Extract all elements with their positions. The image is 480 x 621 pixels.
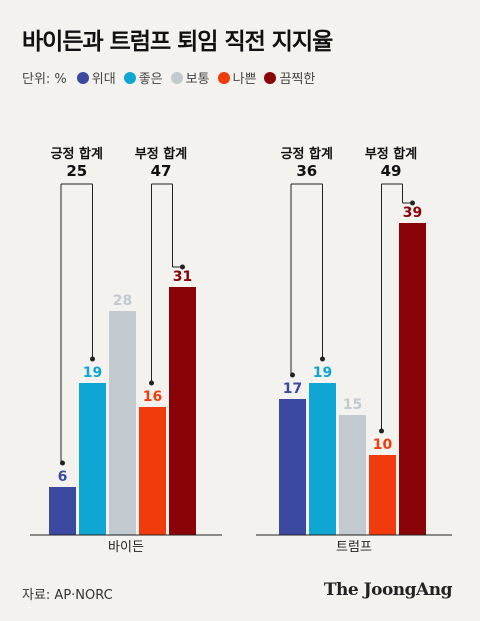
positive-sum-label: 긍정 합계 [51,146,103,162]
bar-위대 [279,399,306,535]
legend-swatch [217,71,230,84]
legend-swatch [264,71,277,84]
bracket-dot [60,460,65,466]
legend: 단위: % 위대 좋은 보통 나쁜 끔찍한 [22,68,323,87]
bracket-dot [290,372,295,378]
value-label: 28 [113,293,132,309]
brand-logo: The JoongAng [323,580,453,600]
group-label: 트럼프 [336,540,372,555]
legend-item: 좋은 [123,68,163,87]
bracket-dot [379,428,384,434]
bar-보통 [109,311,136,535]
legend-label: 보통 [185,72,210,87]
value-label: 15 [343,397,362,413]
value-label: 10 [373,437,393,453]
bar-위대 [49,487,76,535]
chart-title: 바이든과 트럼프 퇴임 직전 지지율 [22,29,333,55]
legend-swatch [170,71,183,84]
legend-label: 끔찍한 [279,72,316,87]
negative-sum-label: 부정 합계 [135,146,187,162]
value-label: 39 [403,205,422,221]
bar-나쁜 [369,455,396,535]
negative-sum-label: 부정 합계 [365,146,417,162]
bar-좋은 [79,383,106,535]
negative-sum-total: 49 [381,162,402,180]
value-label: 17 [283,381,302,397]
value-label: 19 [313,365,332,381]
bar-좋은 [309,383,336,535]
legend-label: 좋은 [138,72,163,87]
unit-label: 단위: % [22,72,67,87]
value-label: 31 [173,269,192,285]
legend-item: 끔찍한 [264,68,315,87]
bar-끔찍한 [169,287,196,535]
source-note: 자료: AP·NORC [22,588,113,603]
legend-item: 나쁜 [217,68,257,87]
legend-item: 보통 [170,68,210,87]
positive-sum-total: 25 [66,162,87,180]
legend-label: 나쁜 [232,72,257,87]
bracket-dot [149,380,154,386]
bar-끔찍한 [399,223,426,535]
bracket-dot [180,264,185,270]
positive-sum-label: 긍정 합계 [281,146,333,162]
negative-sum-total: 47 [151,162,172,180]
value-label: 16 [143,389,162,405]
group-label: 바이든 [108,540,144,555]
legend-items: 위대 좋은 보통 나쁜 끔찍한 [76,68,324,87]
bracket-dot [320,356,325,362]
value-label: 6 [58,469,68,485]
legend-swatch [76,71,89,84]
legend-label: 위대 [91,72,116,87]
bar-보통 [339,415,366,535]
value-label: 19 [83,365,102,381]
bar-나쁜 [139,407,166,535]
legend-swatch [123,71,136,84]
bracket-dot [410,200,415,206]
positive-sum-total: 36 [296,162,317,180]
legend-item: 위대 [76,68,116,87]
bracket-dot [90,356,95,362]
